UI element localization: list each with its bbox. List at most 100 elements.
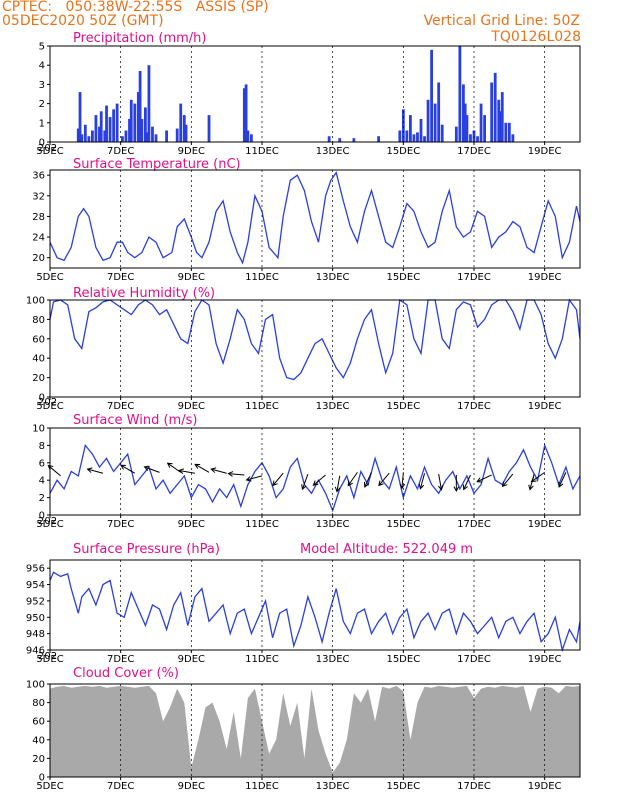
wind-arrow: [501, 473, 514, 488]
precip-bar: [145, 132, 149, 142]
precip-bar: [179, 103, 183, 142]
wind-arrow-shaft: [272, 472, 284, 486]
y-tick-label: 0: [39, 393, 45, 404]
panel-wind: Surface Wind (m/s) 0 2 4 6 8 10 5DEC 7DEC 9DEC 11D…: [32, 413, 581, 530]
wind-arrow-head: [245, 476, 252, 482]
x-tick-label: 9DEC: [178, 146, 205, 157]
wind-arrow-head: [378, 480, 384, 487]
wind-arrow: [166, 462, 182, 473]
precip-bar: [463, 103, 467, 142]
y-tick-label: 100: [26, 680, 45, 691]
y-tick-label: 2: [39, 493, 45, 504]
precip-bar: [129, 99, 133, 142]
x-tick-label: 15DEC: [386, 781, 420, 792]
y-tick-label: 20: [32, 754, 45, 765]
wind-arrow-shaft: [179, 469, 195, 474]
precip-bar: [99, 111, 103, 142]
x-tick-label: 17DEC: [457, 401, 491, 412]
wind-arrow: [301, 473, 309, 491]
precip-bar: [124, 130, 128, 142]
panel-frame: [49, 169, 581, 269]
x-tick-label: 19DEC: [528, 781, 562, 792]
x-tick-label: 5DEC: [36, 272, 63, 283]
y-tick-label: 954: [26, 580, 45, 591]
wind-arrow-shaft: [167, 462, 182, 473]
wind-arrow-head: [418, 483, 425, 490]
wind-arrow-shaft: [87, 468, 104, 474]
panel-frame: [49, 683, 581, 778]
wind-arrow: [210, 467, 227, 474]
panel-title: Cloud Cover (%): [73, 666, 179, 681]
precip-bar: [483, 115, 486, 142]
y-tick-label: 40: [32, 354, 45, 365]
precip-bar: [465, 115, 469, 142]
wind-arrow-head: [334, 486, 341, 493]
precip-bar: [511, 134, 515, 142]
y-tick-label: 2: [39, 99, 45, 110]
x-tick-label: 13DEC: [316, 519, 350, 530]
wind-arrow-head: [120, 464, 126, 470]
precip-bar: [497, 99, 501, 142]
station-header: CPTEC: 050:38W-22:55S ASSIS (SP): [2, 0, 269, 15]
precip-bar: [338, 138, 342, 142]
y-tick-label: 8: [39, 441, 45, 452]
y-tick-label: 60: [32, 717, 45, 728]
x-tick-label: 7DEC: [107, 654, 134, 665]
x-tick-label: 7DEC: [107, 146, 134, 157]
wind-arrow: [347, 472, 358, 487]
precip-bar: [493, 72, 497, 142]
y-tick-label: 0: [39, 138, 45, 149]
wind-arrow: [462, 474, 471, 491]
y-tick-label: 6: [39, 458, 45, 469]
precip-bar: [401, 109, 405, 142]
wind-arrow: [245, 475, 263, 482]
precip-bar: [207, 115, 211, 142]
wind-arrow-shaft: [558, 472, 567, 488]
wind-arrow-shaft: [463, 474, 471, 490]
wind-arrow-head: [530, 476, 537, 483]
wind-arrow-shaft: [438, 474, 442, 490]
x-tick-label: 15DEC: [386, 654, 420, 665]
wind-arrow-head: [363, 481, 370, 488]
y-tick-label: 948: [26, 629, 45, 640]
y-tick-label: 0: [39, 511, 45, 522]
wind-arrow: [476, 474, 492, 483]
x-axis-year-stub: 202: [38, 143, 57, 154]
x-tick-label: 9DEC: [178, 272, 205, 283]
x-tick-label: 5DEC: [36, 146, 63, 157]
wind-arrow-head: [347, 480, 353, 487]
precip-bar: [112, 109, 115, 142]
panel-frame: [49, 427, 581, 516]
temperature-line: [49, 171, 581, 265]
wind-arrow: [120, 464, 136, 474]
panel-precipitation: Precipitation (mm/h) 0 1 2 3 4 5 5DEC 7DEC 9DEC 11…: [36, 31, 581, 157]
pressure-line: [49, 571, 581, 653]
x-tick-label: 17DEC: [457, 781, 491, 792]
precip-bar: [151, 126, 154, 142]
y-tick-label: 20: [32, 253, 45, 264]
x-tick-label: 5DEC: [36, 781, 63, 792]
panel-title: Surface Pressure (hPa): [73, 542, 220, 557]
precip-bar: [76, 128, 80, 142]
precip-bar: [433, 103, 437, 142]
precip-bar: [108, 117, 112, 142]
x-tick-label: 19DEC: [528, 519, 562, 530]
precip-bar: [78, 92, 82, 142]
precip-bar: [184, 124, 188, 142]
wind-arrow-shaft: [120, 464, 136, 474]
x-tick-label: 9DEC: [178, 781, 205, 792]
wind-arrow: [272, 472, 284, 487]
model-id: TQ0126L028: [490, 29, 581, 45]
wind-arrow-shaft: [211, 468, 227, 474]
precip-bar: [479, 103, 483, 142]
wind-arrow-head: [272, 480, 278, 487]
x-tick-label: 17DEC: [457, 146, 491, 157]
wind-arrow: [312, 474, 326, 486]
y-tick-label: 0: [39, 773, 45, 784]
panel-frame: [49, 45, 581, 143]
y-tick-label: 80: [32, 698, 45, 709]
panel-title: Surface Temperature (nC): [73, 157, 241, 172]
wind-arrow-head: [399, 483, 406, 490]
wind-arrow: [399, 472, 406, 490]
y-tick-label: 1: [39, 118, 45, 129]
